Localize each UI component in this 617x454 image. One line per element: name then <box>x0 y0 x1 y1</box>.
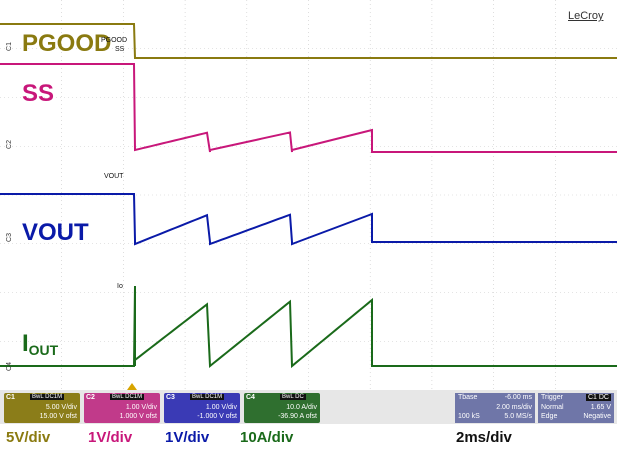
c3-offset: -1.000 V ofst <box>197 413 237 420</box>
channel-box-c2[interactable]: C2 BwL DC1M 1.00 V/div 1.000 V ofst <box>84 393 160 423</box>
c1-coupling: BwL DC1M <box>30 394 65 400</box>
trigger-type: Edge <box>541 413 558 420</box>
c1-tag: C1 <box>6 394 15 401</box>
side-tag-c4: C4 <box>6 362 13 371</box>
trigger-mode: Normal <box>541 404 564 411</box>
scale-label-c4: 10A/div <box>240 429 294 446</box>
iout-label-main: I <box>22 330 29 357</box>
side-tag-c1: C1 <box>6 42 13 51</box>
c1-scale: 5.00 V/div <box>45 404 77 411</box>
c2-tag: C2 <box>86 394 95 401</box>
timebase-label: Tbase <box>458 394 478 401</box>
c2-offset: 1.000 V ofst <box>119 413 157 420</box>
trigger-slope: Negative <box>583 413 611 420</box>
trigger-channel: C1 DC <box>585 394 611 401</box>
timebase-rate: 5.0 MS/s <box>504 413 532 420</box>
side-tag-c3: C3 <box>6 233 13 242</box>
trigger-marker <box>127 383 137 390</box>
iout-label: IOUT <box>22 330 58 358</box>
scale-label-timebase: 2ms/div <box>456 429 512 446</box>
side-tag-c2: C2 <box>6 140 13 149</box>
c3-coupling: BwL DC1M <box>190 394 225 400</box>
timebase-box[interactable]: Tbase -6.00 ms 2.00 ms/div 100 kS 5.0 MS… <box>455 393 535 423</box>
pgood-label: PGOOD <box>22 30 112 57</box>
timebase-value: -6.00 ms <box>504 394 532 401</box>
oscilloscope-screen <box>0 0 617 390</box>
channel-box-c3[interactable]: C3 BwL DC1M 1.00 V/div -1.000 V ofst <box>164 393 240 423</box>
c3-tag: C3 <box>166 394 175 401</box>
io-annotation: Io <box>117 283 123 290</box>
c1-offset: 15.00 V ofst <box>39 413 77 420</box>
scale-label-c1: 5V/div <box>6 429 51 446</box>
timebase-samples: 100 kS <box>458 413 480 420</box>
trigger-label: Trigger <box>541 394 563 401</box>
vout-annotation: VOUT <box>104 173 124 180</box>
c4-offset: -36.90 A ofst <box>278 413 317 420</box>
channel-box-c4[interactable]: C4 BwL DC 10.0 A/div -36.90 A ofst <box>244 393 320 423</box>
timebase-div: 2.00 ms/div <box>496 404 532 411</box>
brand-logo: LeCroy <box>568 10 604 22</box>
c4-tag: C4 <box>246 394 255 401</box>
waveform-iout <box>0 285 617 369</box>
waveform-pgood <box>0 23 617 59</box>
trigger-box[interactable]: Trigger C1 DC Normal 1.65 V Edge Negativ… <box>538 393 614 423</box>
channel-box-c1[interactable]: C1 BwL DC1M 5.00 V/div 15.00 V ofst <box>4 393 80 423</box>
c3-scale: 1.00 V/div <box>205 404 237 411</box>
scale-label-c3: 1V/div <box>165 429 210 446</box>
waveform-ss <box>0 63 617 153</box>
pgood-annotation: PGOOD <box>101 37 128 44</box>
trigger-level: 1.65 V <box>590 404 611 411</box>
ss-annotation: SS <box>115 46 125 53</box>
waveform-vout <box>0 193 617 246</box>
iout-label-sub: OUT <box>28 342 59 358</box>
c2-coupling: BwL DC1M <box>110 394 145 400</box>
c2-scale: 1.00 V/div <box>125 404 157 411</box>
c4-coupling: BwL DC <box>280 394 306 400</box>
c4-scale: 10.0 A/div <box>286 404 317 411</box>
scale-label-c2: 1V/div <box>88 429 133 446</box>
vout-label: VOUT <box>22 219 89 246</box>
ss-label: SS <box>22 80 55 107</box>
